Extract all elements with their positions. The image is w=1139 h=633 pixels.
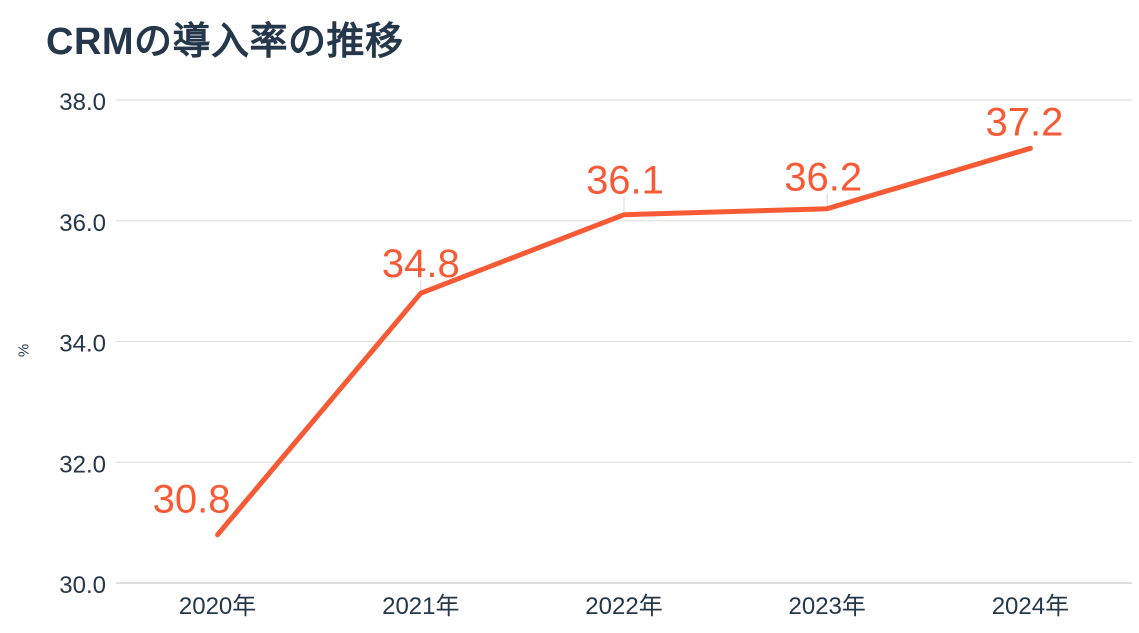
y-tick-label: 38.0 bbox=[59, 89, 106, 116]
gridlines-layer bbox=[116, 99, 1132, 584]
y-tick-label: 34.0 bbox=[59, 331, 106, 358]
y-tick-label: 30.0 bbox=[59, 572, 106, 599]
y-tick-label: 36.0 bbox=[59, 210, 106, 237]
x-tick-label: 2021年 bbox=[382, 593, 459, 620]
x-tick-label: 2022年 bbox=[585, 593, 662, 620]
trend-line bbox=[215, 145, 1033, 538]
x-tick-label: 2024年 bbox=[992, 593, 1069, 620]
series-layer bbox=[215, 145, 1033, 538]
data-label: 36.1 bbox=[586, 159, 664, 203]
y-axis-ticks-layer: 30.0 32.0 34.0 36.0 38.0 bbox=[59, 89, 106, 599]
y-tick-label: 32.0 bbox=[59, 451, 106, 478]
data-label: 37.2 bbox=[985, 100, 1063, 144]
data-labels-layer: 30.8 34.8 36.1 36.2 37.2 bbox=[153, 100, 1064, 521]
chart-title: CRMの導入率の推移 bbox=[46, 21, 404, 63]
x-axis-ticks-layer: 2020年 2021年 2022年 2023年 2024年 bbox=[179, 593, 1069, 620]
label-leader-lines-layer bbox=[420, 193, 828, 291]
data-label: 30.8 bbox=[153, 478, 231, 522]
data-label: 36.2 bbox=[784, 156, 862, 200]
x-tick-label: 2023年 bbox=[789, 593, 866, 620]
x-tick-label: 2020年 bbox=[179, 593, 256, 620]
data-label: 34.8 bbox=[382, 242, 460, 286]
